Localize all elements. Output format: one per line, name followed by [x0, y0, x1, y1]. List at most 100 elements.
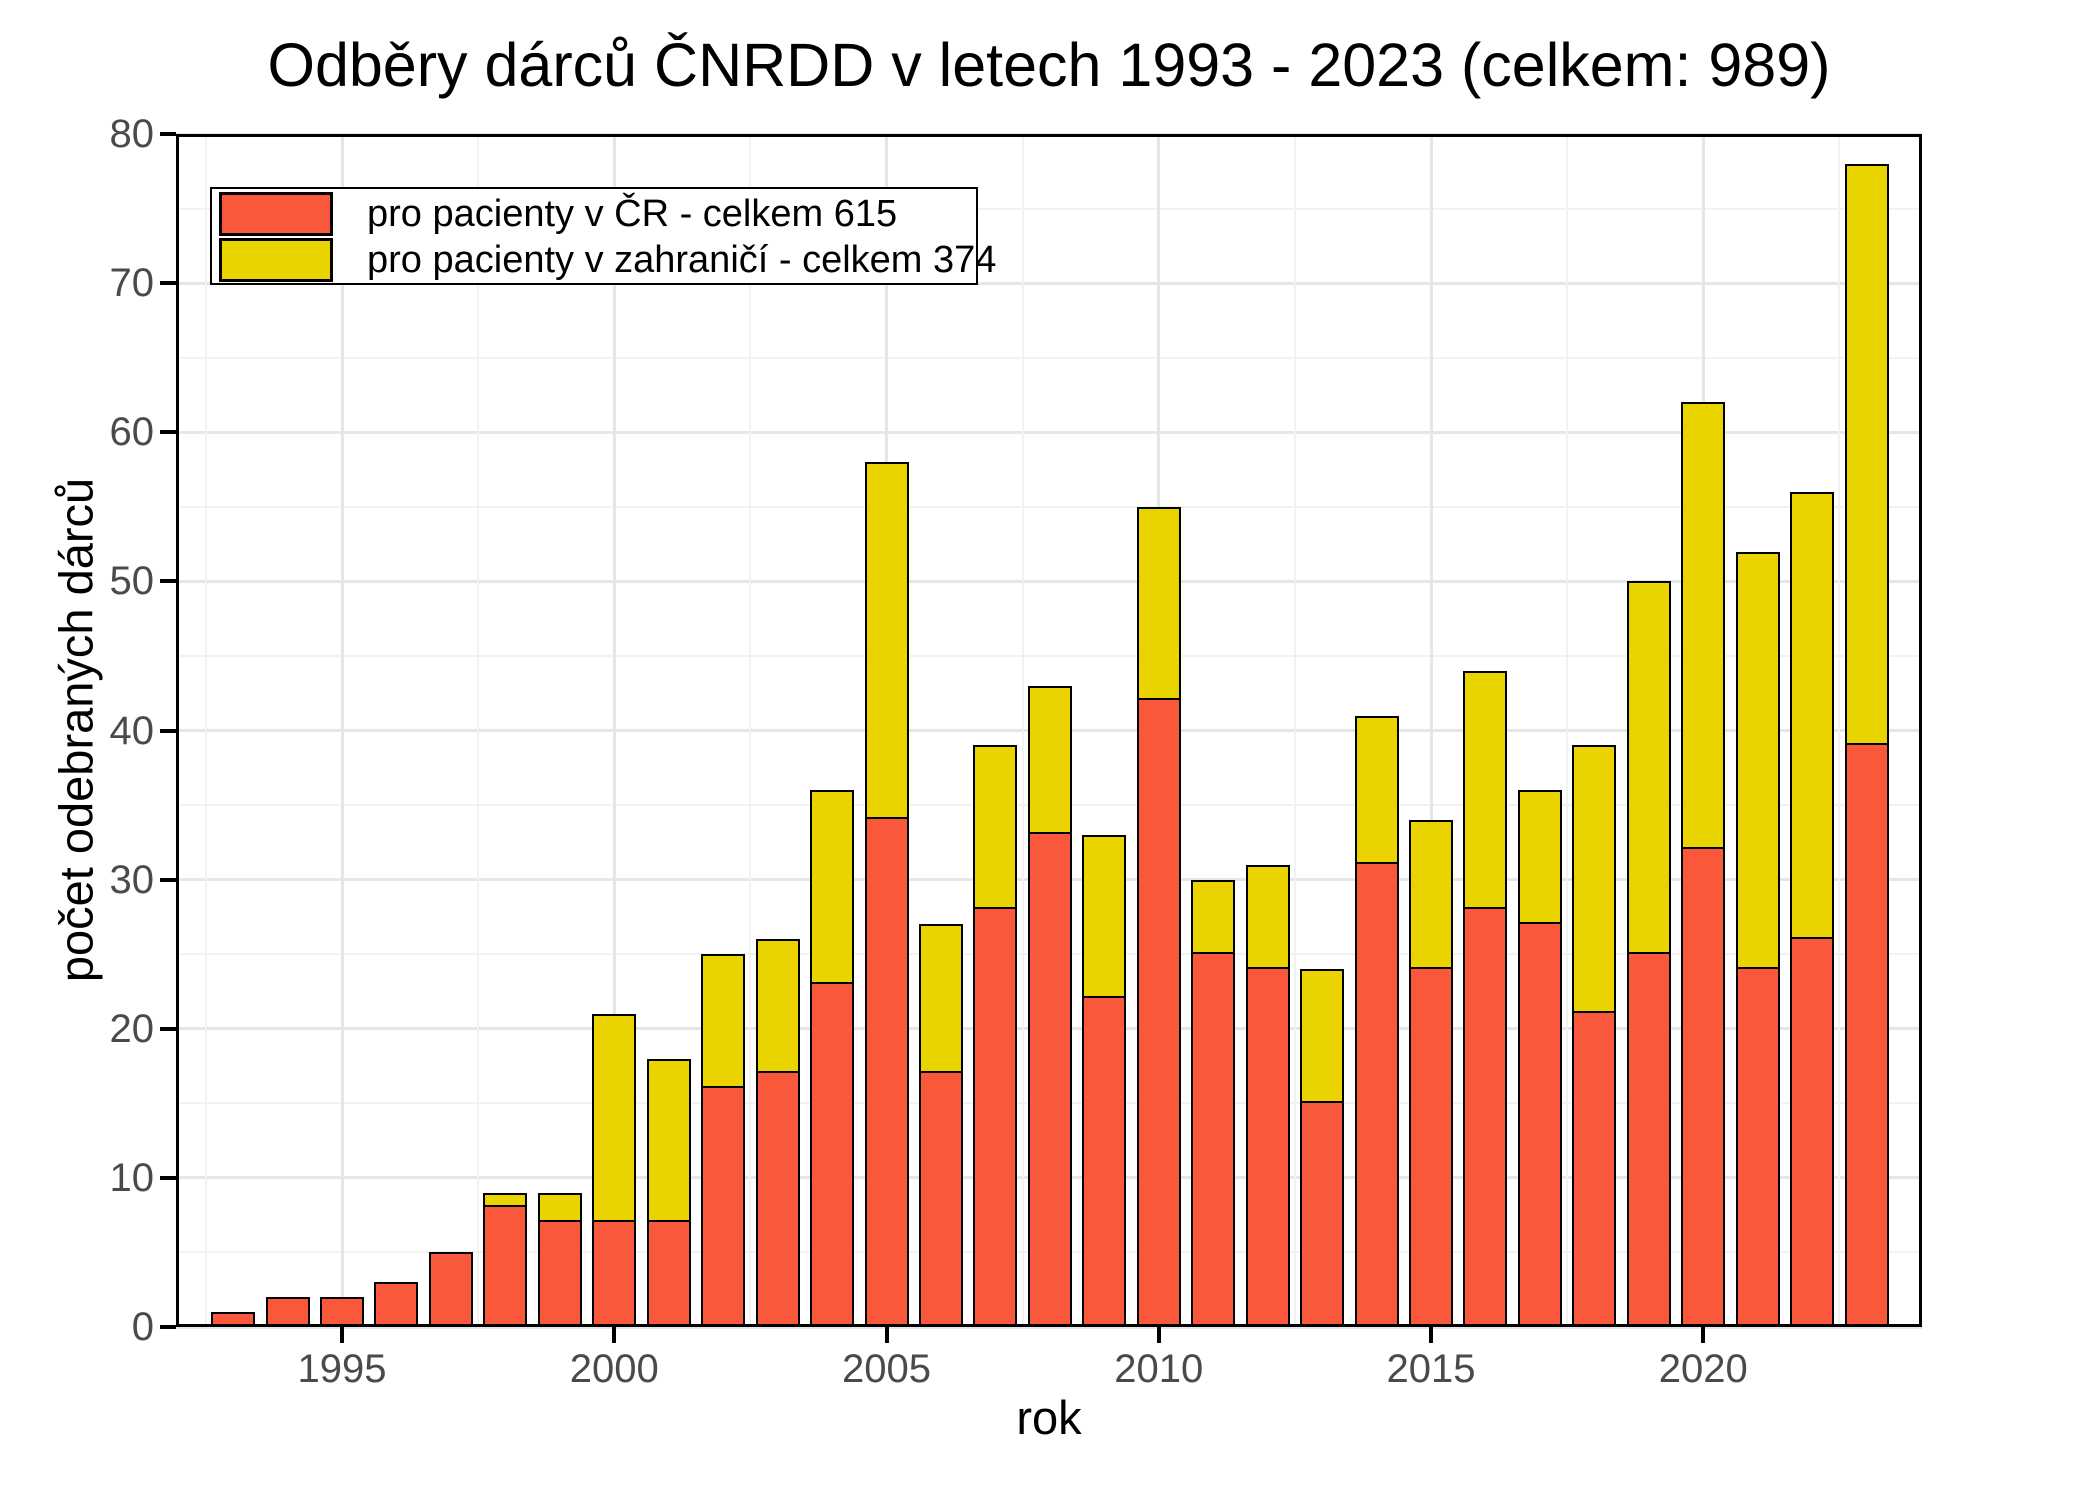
- legend-item-cr: pro pacienty v ČR - celkem 615: [219, 192, 897, 236]
- y-tick-mark: [160, 1325, 176, 1329]
- gridline-x-minor: [1566, 134, 1569, 1327]
- gridline-y-major: [176, 430, 1922, 434]
- legend-swatch-cr: [219, 192, 333, 236]
- bar-2009-zahranici: [1082, 834, 1127, 999]
- x-tick-mark: [1429, 1327, 1433, 1343]
- y-tick-label: 10: [109, 1155, 155, 1200]
- bar-1999-zahranici: [537, 1192, 582, 1223]
- bar-2012-cr: [1245, 966, 1290, 1327]
- bar-2007-cr: [973, 906, 1018, 1327]
- bar-2013-cr: [1300, 1100, 1345, 1327]
- bar-2011-cr: [1191, 951, 1236, 1327]
- gridline-x-minor: [1293, 134, 1296, 1327]
- bar-2004-zahranici: [810, 790, 855, 984]
- bar-2022-zahranici: [1790, 491, 1835, 940]
- x-tick-mark: [340, 1327, 344, 1343]
- gridline-x-minor: [477, 134, 480, 1327]
- bar-2014-zahranici: [1354, 715, 1399, 865]
- bar-1994-cr: [265, 1297, 310, 1327]
- y-tick-mark: [160, 877, 176, 882]
- gridline-x-minor: [1021, 134, 1024, 1327]
- bar-2006-cr: [918, 1070, 963, 1327]
- bar-2023-cr: [1844, 742, 1889, 1327]
- y-tick-mark: [160, 1026, 176, 1031]
- y-tick-label: 20: [109, 1006, 155, 1051]
- bar-2011-zahranici: [1191, 879, 1236, 955]
- bar-2018-cr: [1572, 1011, 1617, 1327]
- bar-2008-cr: [1027, 832, 1072, 1327]
- x-tick-label: 2000: [569, 1347, 659, 1391]
- bar-2017-cr: [1517, 921, 1562, 1327]
- y-tick-label: 60: [109, 410, 155, 455]
- x-tick-label: 1995: [297, 1347, 387, 1391]
- x-tick-label: 2020: [1658, 1347, 1748, 1391]
- bar-2021-cr: [1735, 966, 1780, 1327]
- x-tick-mark: [884, 1327, 889, 1343]
- y-tick-label: 50: [109, 559, 155, 604]
- bar-2019-zahranici: [1626, 581, 1671, 955]
- plot-panel: [176, 132, 1922, 1329]
- y-tick-label: 80: [109, 112, 155, 156]
- gridline-x-minor: [749, 134, 752, 1327]
- y-tick-mark: [160, 132, 176, 136]
- bar-2006-zahranici: [918, 924, 963, 1074]
- bar-2007-zahranici: [973, 745, 1018, 910]
- bar-2005-cr: [864, 817, 909, 1327]
- bar-2015-cr: [1409, 966, 1453, 1327]
- gridline-y-major: [176, 281, 1922, 285]
- gridline-x-major: [340, 134, 344, 1327]
- gridline-y-major: [176, 1325, 1922, 1329]
- bar-1993-cr: [211, 1312, 256, 1327]
- bar-2021-zahranici: [1735, 551, 1780, 970]
- gridline-y-minor: [176, 505, 1922, 508]
- x-tick-mark: [612, 1327, 617, 1343]
- x-tick-mark: [1701, 1327, 1706, 1343]
- gridline-y-minor: [176, 207, 1922, 210]
- gridline-x-major: [1429, 134, 1433, 1327]
- bar-2016-cr: [1463, 906, 1508, 1327]
- bar-1996-cr: [374, 1282, 419, 1327]
- bar-1997-cr: [428, 1252, 473, 1327]
- bar-2013-zahranici: [1300, 969, 1345, 1104]
- bar-2010-zahranici: [1136, 506, 1181, 701]
- bar-2022-cr: [1790, 936, 1835, 1327]
- y-axis-title: počet odebraných dárců: [49, 477, 103, 983]
- bar-2018-zahranici: [1572, 745, 1617, 1014]
- gridline-x-minor: [204, 134, 207, 1327]
- legend-label-zahranici: pro pacienty v zahraničí - celkem 374: [367, 238, 997, 281]
- legend-swatch-zahranici: [219, 238, 333, 282]
- bar-2010-cr: [1136, 698, 1181, 1327]
- bar-2001-cr: [646, 1220, 691, 1327]
- y-tick-label: 40: [109, 708, 155, 753]
- bar-2023-zahranici: [1844, 163, 1889, 746]
- x-tick-mark: [1156, 1327, 1161, 1343]
- bar-2001-zahranici: [646, 1058, 691, 1223]
- bar-2012-zahranici: [1245, 864, 1290, 970]
- gridline-y-minor: [176, 654, 1922, 657]
- y-tick-label: 30: [109, 857, 155, 902]
- y-tick-label: 0: [131, 1305, 154, 1349]
- bar-2015-zahranici: [1409, 819, 1453, 970]
- bar-2019-cr: [1626, 951, 1671, 1327]
- y-tick-mark: [160, 281, 176, 286]
- gridline-y-minor: [176, 356, 1922, 359]
- legend-label-cr: pro pacienty v ČR - celkem 615: [367, 192, 898, 235]
- y-tick-mark: [160, 1175, 176, 1180]
- bar-2003-zahranici: [755, 939, 800, 1074]
- x-axis-title: rok: [1016, 1391, 1082, 1444]
- gridline-x-minor: [1838, 134, 1841, 1327]
- bar-2005-zahranici: [864, 462, 909, 820]
- bar-2017-zahranici: [1517, 790, 1562, 925]
- gridline-y-major: [176, 132, 1922, 136]
- y-tick-mark: [160, 430, 176, 435]
- bar-2004-cr: [810, 981, 855, 1327]
- bar-2020-cr: [1681, 847, 1726, 1327]
- bar-2009-cr: [1082, 996, 1127, 1327]
- x-tick-label: 2010: [1114, 1347, 1204, 1391]
- x-tick-label: 2015: [1386, 1347, 1476, 1391]
- gridline-x-major: [612, 134, 616, 1327]
- bar-2003-cr: [755, 1070, 800, 1327]
- bar-2000-cr: [592, 1220, 637, 1327]
- bar-2008-zahranici: [1027, 685, 1072, 835]
